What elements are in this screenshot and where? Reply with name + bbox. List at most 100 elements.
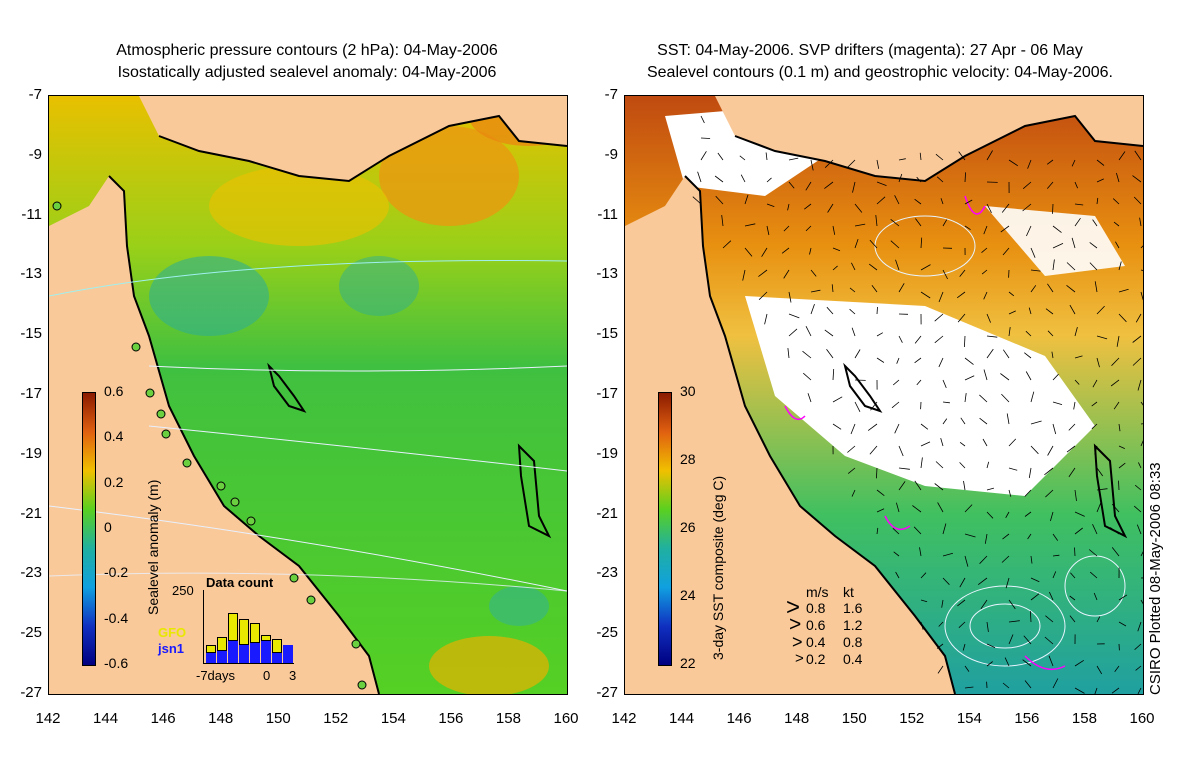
velocity-arrow xyxy=(1008,291,1015,297)
velocity-arrow xyxy=(898,158,906,161)
velocity-arrow xyxy=(869,239,878,249)
velocity-arrow xyxy=(802,350,812,359)
colorbar-tick-label: 30 xyxy=(680,383,696,399)
velocity-arrow xyxy=(1118,462,1126,469)
velocity-arrow xyxy=(916,379,922,386)
velocity-arrow xyxy=(1092,219,1098,227)
velocity-arrow xyxy=(896,502,900,513)
velocity-arrow xyxy=(1052,571,1057,579)
velocity-arrow xyxy=(869,445,878,455)
x-tick-label: 144 xyxy=(669,710,695,727)
velocity-arrow xyxy=(1030,445,1039,455)
velocity-arrow xyxy=(1025,371,1032,381)
velocity-arrow xyxy=(810,289,821,293)
left-title-line2: Isostatically adjusted sealevel anomaly:… xyxy=(117,64,497,81)
velocity-arrow xyxy=(1071,237,1076,249)
velocity-arrow xyxy=(1024,489,1032,497)
velocity-arrow xyxy=(919,152,922,161)
velocity-arrow xyxy=(986,661,993,667)
colorbar-tick-label: 0.2 xyxy=(104,473,124,490)
velocity-arrow xyxy=(1138,462,1142,469)
y-tick-label: -7 xyxy=(604,86,618,103)
x-tick-label: 150 xyxy=(841,710,867,727)
velocity-arrow xyxy=(1118,445,1125,449)
velocity-arrow xyxy=(1005,577,1010,589)
velocity-arrow xyxy=(1111,357,1120,366)
velocity-arrow xyxy=(1030,420,1042,425)
colorbar-tick-label: -0.4 xyxy=(104,609,129,626)
data-count-ymax: 250 xyxy=(172,583,194,598)
velocity-arrow xyxy=(1008,599,1016,610)
velocity-arrow xyxy=(876,527,879,535)
velocity-arrow xyxy=(722,240,732,249)
pressure-contour xyxy=(148,365,567,372)
velocity-arrow xyxy=(958,621,966,628)
colorbar-tick-label: -0.6 xyxy=(104,655,129,671)
velocity-arrow xyxy=(832,396,843,403)
australia-coastline xyxy=(684,175,956,694)
velocity-arrow xyxy=(919,547,922,557)
reef-island xyxy=(843,362,883,413)
gfo-bar xyxy=(228,613,238,641)
velocity-arrow xyxy=(1132,175,1142,183)
y-tick-label: -17 xyxy=(596,385,618,402)
velocity-arrow xyxy=(959,577,966,588)
velocity-arrow xyxy=(876,181,887,186)
right-title-line2: Sealevel contours (0.1 m) and geostrophi… xyxy=(646,64,1113,81)
velocity-arrow xyxy=(824,181,834,189)
y-tick-label: -15 xyxy=(20,325,42,343)
jsn1-bar xyxy=(228,641,238,663)
cool-anomaly xyxy=(149,256,269,336)
velocity-legend-kt: 0.4 xyxy=(843,651,863,667)
velocity-arrow xyxy=(1096,501,1102,513)
velocity-arrow xyxy=(1114,665,1120,673)
jsn1-bar xyxy=(206,653,216,663)
velocity-arrow xyxy=(1052,243,1064,249)
velocity-arrow xyxy=(1074,659,1085,667)
jsn1-bar xyxy=(261,641,271,663)
velocity-arrow xyxy=(1118,480,1120,491)
velocity-arrow xyxy=(1139,217,1142,227)
velocity-arrow xyxy=(920,621,924,630)
colorbar-tick-label: 0.6 xyxy=(104,383,124,399)
velocity-arrow xyxy=(715,195,724,205)
velocity-arrow xyxy=(832,225,836,235)
velocity-arrow xyxy=(1074,489,1077,501)
right-title-line1: SST: 04-May-2006. SVP drifters (magenta)… xyxy=(657,42,1083,59)
pressure-contour xyxy=(148,425,567,472)
velocity-arrow xyxy=(1112,198,1120,205)
velocity-arrow xyxy=(920,237,923,249)
velocity-legend-kt: 0.8 xyxy=(843,634,863,650)
velocity-arrow xyxy=(959,441,966,447)
velocity-arrow xyxy=(986,150,993,161)
velocity-arrow xyxy=(788,328,798,337)
velocity-arrow xyxy=(1134,150,1142,161)
velocity-arrow xyxy=(805,181,812,191)
velocity-legend-ms: 0.2 xyxy=(806,651,826,667)
velocity-arrow xyxy=(1002,682,1010,689)
velocity-arrow xyxy=(758,291,768,300)
velocity-arrow xyxy=(898,335,903,343)
velocity-arrow xyxy=(979,555,988,564)
velocity-arrow xyxy=(1091,401,1098,407)
x-tick-label: 158 xyxy=(1071,710,1097,727)
velocity-arrow xyxy=(1005,511,1010,518)
velocity-arrow xyxy=(937,665,944,674)
velocity-arrow xyxy=(1116,335,1120,347)
velocity-arrow xyxy=(1094,445,1098,455)
velocity-arrow xyxy=(1118,313,1127,323)
velocity-legend-kt: 1.2 xyxy=(843,617,863,633)
velocity-arrow xyxy=(1140,291,1143,301)
velocity-arrow xyxy=(1030,391,1035,403)
y-tick-label: -15 xyxy=(596,325,618,343)
velocity-arrow xyxy=(1052,401,1063,405)
velocity-arrow xyxy=(898,481,906,491)
x-tick-label: 154 xyxy=(956,710,982,727)
gfo-bar xyxy=(250,623,260,643)
velocity-arrow xyxy=(1066,445,1076,453)
velocity-arrow xyxy=(891,401,900,409)
velocity-arrow xyxy=(1070,572,1076,579)
velocity-arrow xyxy=(920,264,931,271)
velocity-arrow xyxy=(915,218,922,227)
velocity-arrow xyxy=(964,533,976,538)
